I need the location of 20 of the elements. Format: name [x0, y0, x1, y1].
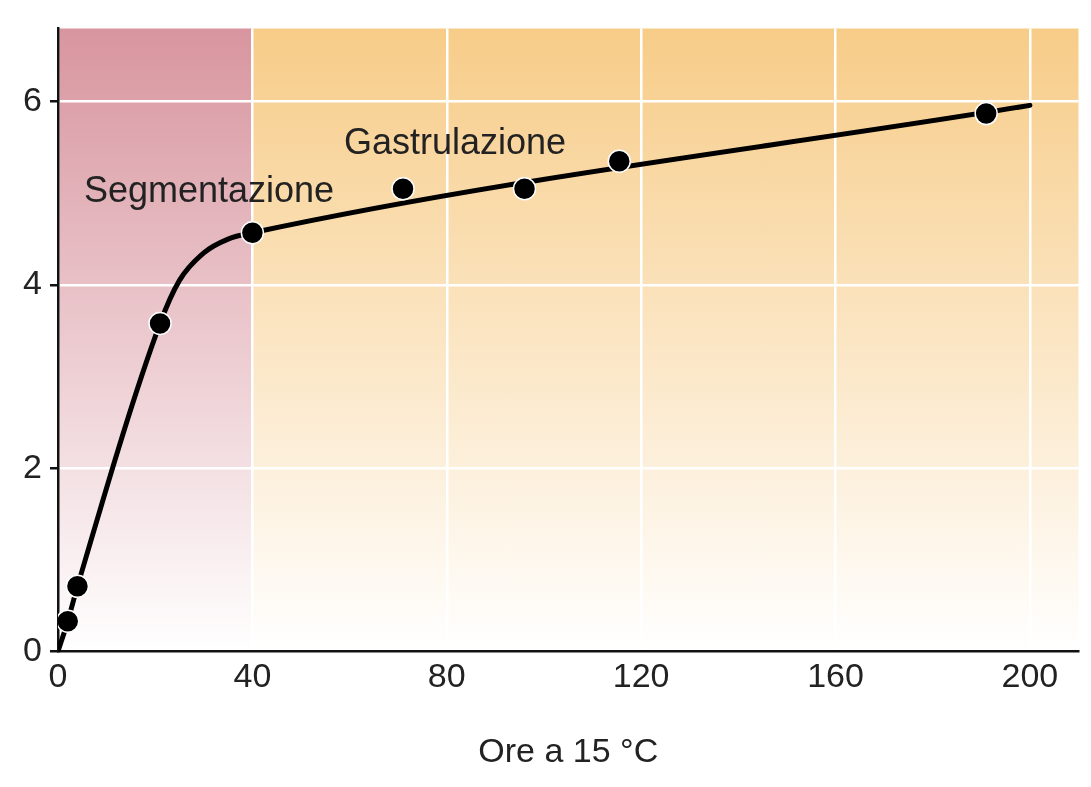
y-tick-label: 6 [23, 80, 42, 119]
y-tick-label: 2 [23, 446, 42, 485]
point [607, 149, 632, 173]
point [240, 220, 265, 245]
x-tick-label: 40 [233, 656, 272, 695]
x-tick-label: 80 [427, 656, 466, 695]
x-tick-label: 160 [807, 656, 864, 695]
point [148, 311, 172, 336]
point [974, 101, 998, 126]
point [512, 176, 537, 201]
y-tick-label: 0 [23, 629, 42, 668]
x-tick-label: 200 [1001, 656, 1059, 695]
annotation: Segmentazione [83, 168, 335, 210]
x-tick-label: 120 [612, 656, 670, 695]
point [391, 176, 415, 201]
point [65, 574, 90, 599]
annotation: Gastrulazione [343, 120, 567, 162]
x-axis-title: Ore a 15 °C [478, 730, 659, 769]
x-tick-label: 0 [48, 656, 68, 695]
y-tick-label: 4 [23, 263, 42, 302]
